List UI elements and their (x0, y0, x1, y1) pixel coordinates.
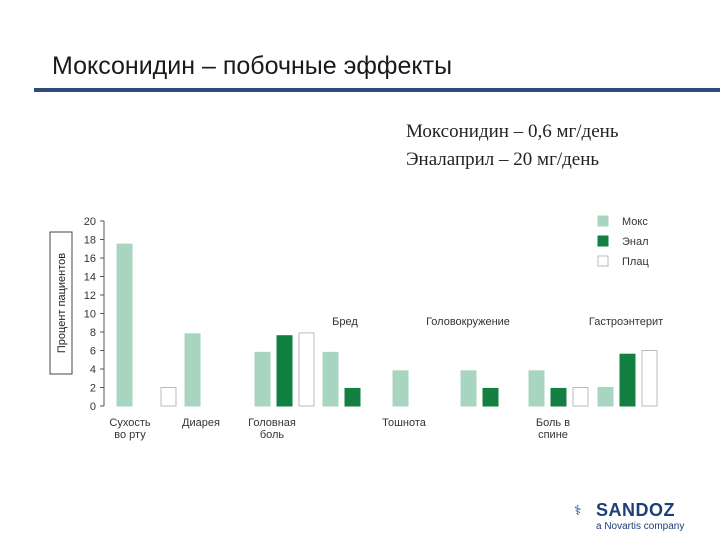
category-label-line: Бред (332, 316, 358, 328)
y-tick-label: 16 (84, 253, 96, 265)
bar-enal (619, 353, 636, 407)
sandoz-logo: ⚕ SANDOZ a Novartis company (574, 500, 694, 536)
sandoz-mark-icon: ⚕ (574, 503, 582, 519)
legend-swatch (597, 215, 609, 227)
bar-moks (116, 243, 133, 407)
y-tick-label: 6 (90, 346, 96, 358)
y-tick-label: 10 (84, 309, 96, 321)
page-title: Моксонидин – побочные эффекты (52, 52, 453, 80)
dose-enalapril: Эналаприл – 20 мг/день (406, 149, 600, 170)
dose-moxonidine: Моксонидин – 0,6 мг/день (406, 121, 619, 142)
category-label-line: Боль в (536, 417, 570, 429)
y-axis-label-box (49, 231, 73, 375)
bar-moks (184, 333, 201, 407)
bar-moks (392, 370, 409, 407)
category-label-line: во рту (114, 429, 146, 441)
category-label-line: спине (538, 429, 568, 441)
y-tick-label: 18 (84, 235, 96, 247)
bar-enal (482, 387, 499, 407)
legend-label: Мокс (622, 216, 648, 228)
legend-label: Энал (622, 236, 649, 248)
y-tick-label: 20 (84, 216, 96, 228)
bar-enal (276, 335, 293, 407)
bar-moks (322, 351, 339, 407)
bar-plac (298, 332, 315, 407)
y-axis-label: Процент пациентов (56, 253, 68, 353)
category-label-line: Сухость (109, 417, 150, 429)
bar-plac (641, 350, 658, 407)
category-label-line: Тошнота (382, 417, 427, 429)
y-tick-label: 12 (84, 290, 96, 302)
category-label-line: Головная (248, 417, 296, 429)
brand-tagline: a Novartis company (596, 521, 685, 532)
category-label: Диарея (182, 417, 220, 429)
category-label: Боль в спине (536, 417, 570, 441)
bar-plac (160, 387, 177, 407)
legend-label: Плац (622, 256, 649, 268)
category-label-line: Диарея (182, 417, 220, 429)
category-label: Сухость во рту (109, 417, 150, 441)
bar-enal (344, 387, 361, 407)
bar-plac (572, 387, 589, 407)
bar-moks (597, 387, 614, 407)
brand-name: SANDOZ (596, 500, 675, 520)
y-tick-label: 8 (90, 327, 96, 339)
category-label: Гастроэнтерит (589, 316, 663, 328)
legend-swatch (597, 235, 609, 247)
bar-enal (550, 387, 567, 407)
category-label-line: боль (260, 429, 285, 441)
bar-moks (460, 370, 477, 407)
y-tick-label: 2 (90, 383, 96, 395)
dose-list: Моксонидин – 0,6 мг/день Эналаприл – 20 … (406, 118, 618, 174)
bar-moks (528, 370, 545, 407)
y-tick-label: 4 (90, 364, 96, 376)
category-label-line: Головокружение (426, 316, 510, 328)
title-divider (34, 88, 720, 92)
bar-moks (254, 351, 271, 407)
category-label: Головокружение (426, 316, 510, 328)
category-label-line: Гастроэнтерит (589, 316, 663, 328)
legend-swatch (597, 255, 609, 267)
category-label: Тошнота (382, 417, 427, 429)
category-label: Головная боль (248, 417, 296, 441)
category-label: Бред (332, 316, 358, 328)
y-tick-label: 14 (84, 272, 96, 284)
y-tick-label: 0 (90, 401, 96, 413)
